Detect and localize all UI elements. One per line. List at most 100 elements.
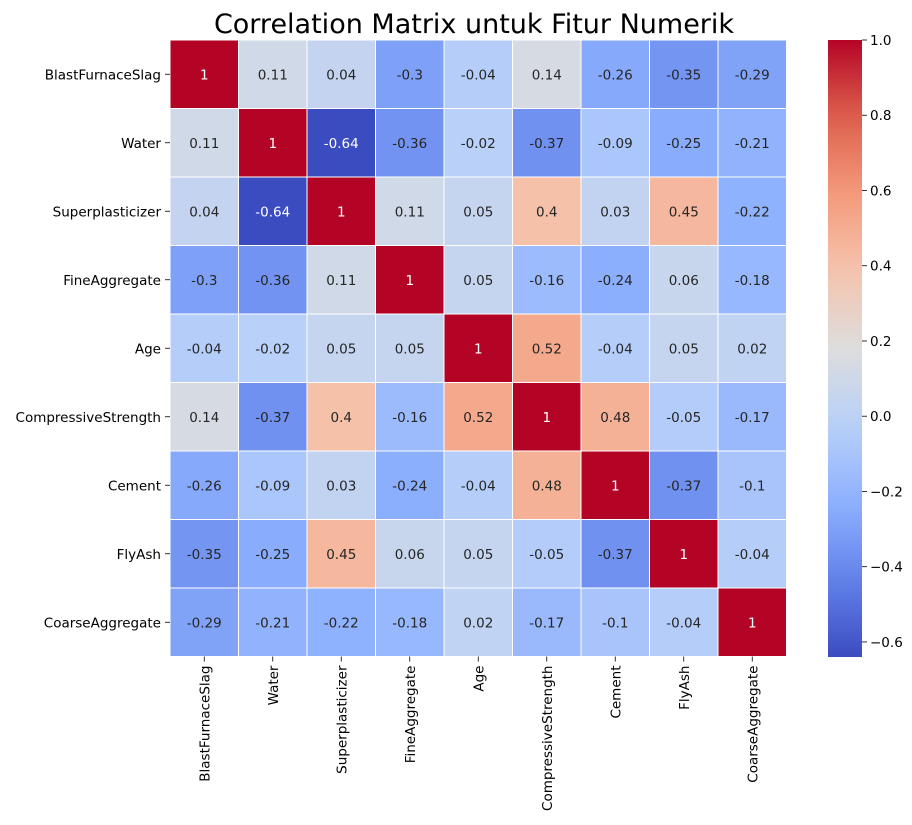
heatmap-cell <box>580 587 650 657</box>
cell-value-label: -0.05 <box>666 410 701 426</box>
heatmap-cell <box>580 176 650 246</box>
cell-value-label: 0.05 <box>669 341 699 357</box>
cell-value-label: 1 <box>337 204 346 220</box>
cell-value-label: -0.37 <box>666 478 701 494</box>
cell-value-label: 0.02 <box>463 615 493 631</box>
heatmap-cells: 1 0.11 0.04 -0.3 -0.04 0.14 -0.26 -0.35 -0.29 0.1… <box>169 39 787 657</box>
cell-value-label: -0.26 <box>187 478 222 494</box>
cell-value-label: -0.16 <box>392 410 427 426</box>
colorbar-tick-label: 0.2 <box>870 334 891 350</box>
cell-value-label: 0.11 <box>395 204 425 220</box>
cell-value-label: -0.04 <box>666 615 701 631</box>
cell-value-label: -0.3 <box>191 273 217 289</box>
cell-value-label: 0.48 <box>600 410 630 426</box>
cell-value-label: 0.05 <box>463 273 493 289</box>
cell-value-label: -0.29 <box>735 67 770 83</box>
heatmap-cell <box>443 450 513 520</box>
cell-value-label: 0.04 <box>189 204 219 220</box>
colorbar-tick-label: 0.0 <box>870 409 891 425</box>
column-label: BlastFurnaceSlag <box>197 666 213 782</box>
cell-value-label: -0.3 <box>397 67 423 83</box>
cell-value-label: -0.17 <box>735 410 770 426</box>
cell-value-label: 0.05 <box>326 341 356 357</box>
heatmap-cell <box>375 39 445 109</box>
cell-value-label: 0.11 <box>189 136 219 152</box>
heatmap-cell <box>306 108 376 178</box>
row-label: CoarseAggregate <box>44 615 161 631</box>
column-labels: BlastFurnaceSlag Water Superplasticizer Fin… <box>197 656 761 811</box>
cell-value-label: -0.04 <box>461 478 496 494</box>
heatmap-cell <box>238 39 308 109</box>
cell-value-label: -0.35 <box>666 67 701 83</box>
row-label: Age <box>135 341 161 357</box>
heatmap-cell <box>580 313 650 383</box>
heatmap-cell <box>169 108 239 178</box>
heatmap-cell <box>512 313 582 383</box>
column-label: Superplasticizer <box>334 665 350 774</box>
heatmap-cell <box>375 382 445 452</box>
cell-value-label: 0.52 <box>463 410 493 426</box>
cell-value-label: 0.45 <box>326 547 356 563</box>
colorbar-tick-label: −0.4 <box>870 560 903 576</box>
heatmap-cell <box>238 245 308 315</box>
heatmap-cell <box>717 313 787 383</box>
heatmap-cell <box>580 519 650 589</box>
heatmap-cell <box>238 587 308 657</box>
cell-value-label: 1 <box>679 547 688 563</box>
row-label: CompressiveStrength <box>16 410 161 426</box>
heatmap-cell <box>649 108 719 178</box>
cell-value-label: -0.04 <box>735 547 770 563</box>
cell-value-label: 0.06 <box>395 547 425 563</box>
cell-value-label: -0.22 <box>324 615 359 631</box>
heatmap-cell <box>169 176 239 246</box>
heatmap-cell <box>717 108 787 178</box>
heatmap-cell <box>169 382 239 452</box>
cell-value-label: 0.52 <box>532 341 562 357</box>
row-label: Cement <box>108 478 161 494</box>
column-label: CoarseAggregate <box>745 666 761 783</box>
heatmap-cell <box>443 519 513 589</box>
cell-value-label: 0.11 <box>326 273 356 289</box>
cell-value-label: -0.09 <box>598 136 633 152</box>
row-label: BlastFurnaceSlag <box>45 67 161 83</box>
heatmap-cell <box>238 313 308 383</box>
cell-value-label: 1 <box>405 273 414 289</box>
colorbar-tick-label: 0.4 <box>870 259 891 275</box>
heatmap-cell <box>238 382 308 452</box>
heatmap-cell <box>375 313 445 383</box>
cell-value-label: -0.35 <box>187 547 222 563</box>
cell-value-label: 0.4 <box>536 204 557 220</box>
cell-value-label: -0.37 <box>529 136 564 152</box>
cell-value-label: -0.64 <box>255 204 290 220</box>
heatmap-cell <box>238 450 308 520</box>
cell-value-label: -0.37 <box>598 547 633 563</box>
cell-value-label: -0.24 <box>392 478 427 494</box>
heatmap-cell <box>717 176 787 246</box>
cell-value-label: -0.36 <box>255 273 290 289</box>
colorbar-tick-label: 0.8 <box>870 108 891 124</box>
cell-value-label: -0.37 <box>255 410 290 426</box>
cell-value-label: -0.04 <box>598 341 633 357</box>
cell-value-label: 0.11 <box>258 67 288 83</box>
row-label: FineAggregate <box>63 273 161 289</box>
heatmap-cell <box>306 176 376 246</box>
cell-value-label: 0.4 <box>331 410 352 426</box>
heatmap-cell <box>306 382 376 452</box>
cell-value-label: 1 <box>268 136 277 152</box>
heatmap-cell <box>375 587 445 657</box>
cell-value-label: 0.45 <box>669 204 699 220</box>
cell-value-label: 1 <box>748 615 757 631</box>
cell-value-label: -0.02 <box>255 341 290 357</box>
heatmap-cell <box>169 313 239 383</box>
heatmap-cell <box>580 108 650 178</box>
heatmap-cell <box>512 587 582 657</box>
colorbar-tick-label: −0.2 <box>870 484 903 500</box>
cell-value-label: -0.05 <box>529 547 564 563</box>
cell-value-label: 0.04 <box>326 67 356 83</box>
heatmap-cell <box>306 39 376 109</box>
cell-value-label: -0.64 <box>324 136 359 152</box>
cell-value-label: 1 <box>611 478 620 494</box>
cell-value-label: -0.25 <box>255 547 290 563</box>
heatmap-cell <box>443 108 513 178</box>
